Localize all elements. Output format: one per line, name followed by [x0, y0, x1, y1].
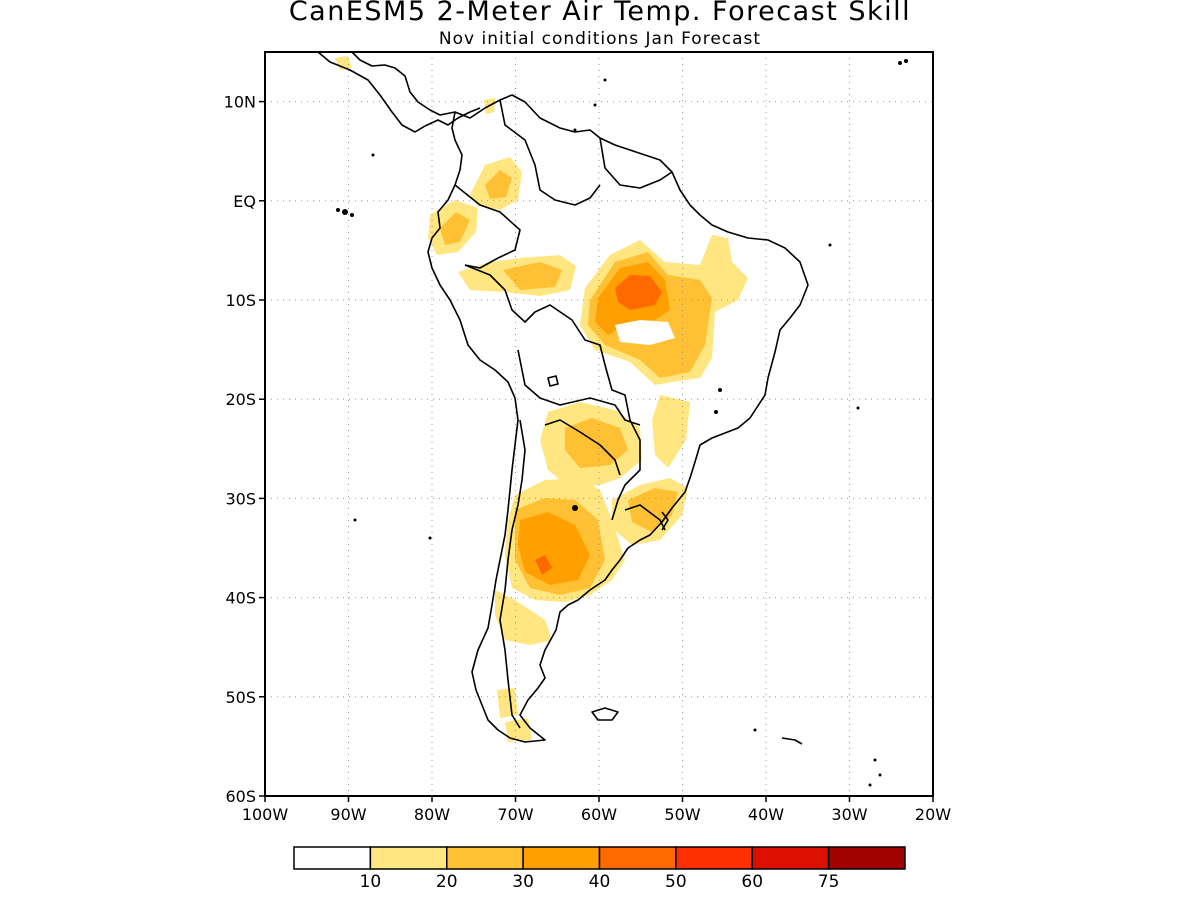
- islands: [336, 59, 908, 787]
- skill-area-argentina-core: [535, 555, 552, 575]
- lon-tick-label: 80W: [414, 805, 450, 824]
- skill-area-tierra: [505, 718, 532, 742]
- coastline-south-georgia: [781, 737, 803, 745]
- skill-area-patagonia: [495, 590, 552, 645]
- coastline-central-america: [317, 52, 481, 133]
- colorbar-label: 10: [360, 872, 382, 892]
- skill-area-argentina-inner: [518, 512, 590, 585]
- border-peru: [464, 264, 606, 366]
- skill-area-colombia-core: [485, 170, 512, 199]
- page-title: CanESM5 2-Meter Air Temp. Forecast Skill: [288, 0, 912, 27]
- lat-tick-label: 30S: [225, 489, 256, 508]
- colorbar-label: 60: [741, 872, 763, 892]
- border-chile-argentina: [499, 419, 526, 729]
- lon-tick-label: 50W: [664, 805, 700, 824]
- latitude-axis: 10N EQ 10S 20S 30S 40S 50S 60S: [224, 93, 265, 806]
- colorbar-swatch: [598, 846, 677, 870]
- colorbar-swatch: [675, 846, 753, 870]
- border-uruguay: [624, 504, 666, 531]
- colorbar-label: 40: [589, 872, 611, 892]
- skill-area-patagonia-s: [497, 688, 518, 718]
- lon-tick-label: 60W: [581, 805, 617, 824]
- lon-tick-label: 100W: [242, 805, 289, 824]
- lat-tick-label: 60S: [225, 787, 256, 806]
- coastline-south-america: [427, 94, 809, 743]
- lat-tick-label: 20S: [225, 390, 256, 409]
- border-brazil-south: [604, 364, 641, 521]
- skill-area-ecuador-core: [440, 212, 470, 245]
- lat-tick-label: EQ: [233, 192, 256, 211]
- border-argentina-paraguay: [544, 419, 621, 476]
- lat-tick-label: 50S: [225, 688, 256, 707]
- lat-tick-label: 10N: [224, 93, 256, 112]
- skill-area-brazil-core: [615, 275, 662, 310]
- lat-tick-label: 10S: [225, 291, 256, 310]
- colorbar-swatch: [446, 846, 524, 870]
- border-colombia: [454, 184, 521, 269]
- skill-hole-brazil: [615, 320, 675, 345]
- lon-tick-label: 90W: [330, 805, 366, 824]
- colorbar-label: 20: [436, 872, 458, 892]
- lat-tick-label: 40S: [225, 589, 256, 608]
- skill-area-w-amazon-core: [503, 262, 562, 290]
- lon-tick-label: 30W: [831, 805, 867, 824]
- lon-tick-label: 40W: [748, 805, 784, 824]
- longitude-axis: 100W 90W 80W 70W 60W 50W 40W 30W 20W: [242, 796, 951, 824]
- colorbar-swatch: [293, 846, 372, 870]
- skill-shading: [335, 56, 748, 742]
- colorbar-label: 30: [512, 872, 534, 892]
- skill-area-uruguay-core: [628, 488, 678, 532]
- map-gridlines: [265, 52, 933, 796]
- coastline-caribbean-mex: [351, 52, 456, 116]
- colorbar: 10 20 30 40 50 60 75: [293, 846, 906, 892]
- lon-tick-label: 20W: [915, 805, 951, 824]
- colorbar-swatch: [369, 846, 448, 870]
- coastline-falklands: [591, 707, 619, 721]
- skill-area-goias: [652, 395, 690, 468]
- colorbar-label: 50: [665, 872, 687, 892]
- page-subtitle: Nov initial conditions Jan Forecast: [438, 29, 762, 49]
- lagoa-patos: [661, 511, 669, 531]
- border-venezuela: [499, 99, 601, 206]
- coastlines: [317, 52, 809, 745]
- colorbar-swatch: [522, 846, 601, 870]
- colorbar-label: 75: [818, 872, 840, 892]
- border-bolivia: [517, 349, 641, 426]
- lake-titicaca: [547, 375, 559, 387]
- border-guianas: [599, 137, 673, 189]
- lon-tick-label: 70W: [497, 805, 533, 824]
- colorbar-swatch: [751, 846, 830, 870]
- colorbar-swatch: [827, 846, 906, 870]
